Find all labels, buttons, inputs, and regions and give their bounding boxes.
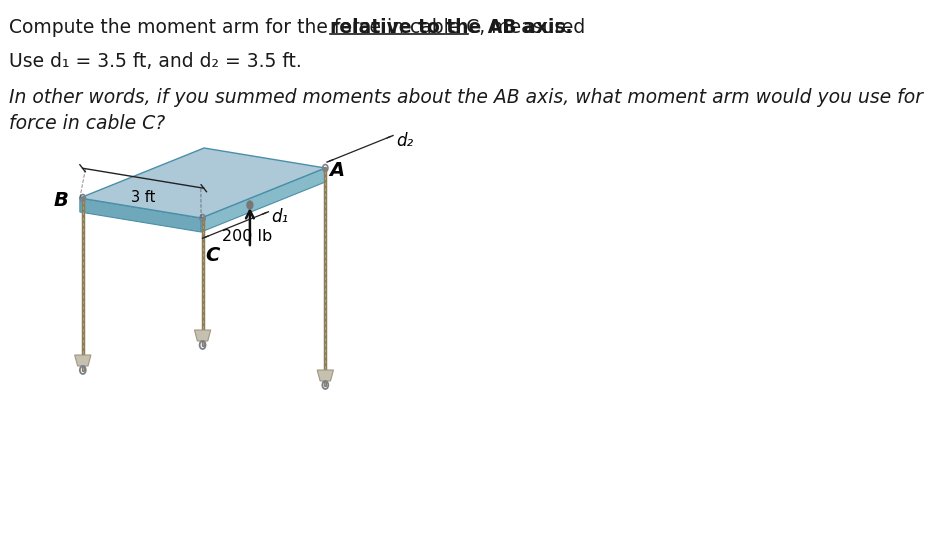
Text: 3 ft: 3 ft [131, 190, 156, 205]
Text: In other words, if you summed moments about the AB axis, what moment arm would y: In other words, if you summed moments ab… [9, 88, 927, 107]
Text: d₂: d₂ [396, 132, 413, 150]
Circle shape [247, 201, 253, 209]
Text: Use d₁ = 3.5 ft, and d₂ = 3.5 ft.: Use d₁ = 3.5 ft, and d₂ = 3.5 ft. [9, 52, 301, 71]
Text: 200 lb: 200 lb [222, 229, 272, 244]
Text: A: A [330, 160, 345, 180]
Polygon shape [317, 370, 334, 381]
Text: relative to the AB axis.: relative to the AB axis. [331, 18, 573, 37]
Text: d₁: d₁ [272, 208, 288, 226]
Text: C: C [206, 246, 220, 265]
Polygon shape [80, 148, 325, 218]
Polygon shape [201, 168, 325, 232]
Polygon shape [75, 355, 91, 366]
Polygon shape [80, 198, 201, 232]
Polygon shape [195, 330, 210, 341]
Text: force in cable C?: force in cable C? [9, 114, 165, 133]
Text: Compute the moment arm for the force in cable C, measured: Compute the moment arm for the force in … [9, 18, 591, 37]
Text: B: B [53, 190, 68, 210]
